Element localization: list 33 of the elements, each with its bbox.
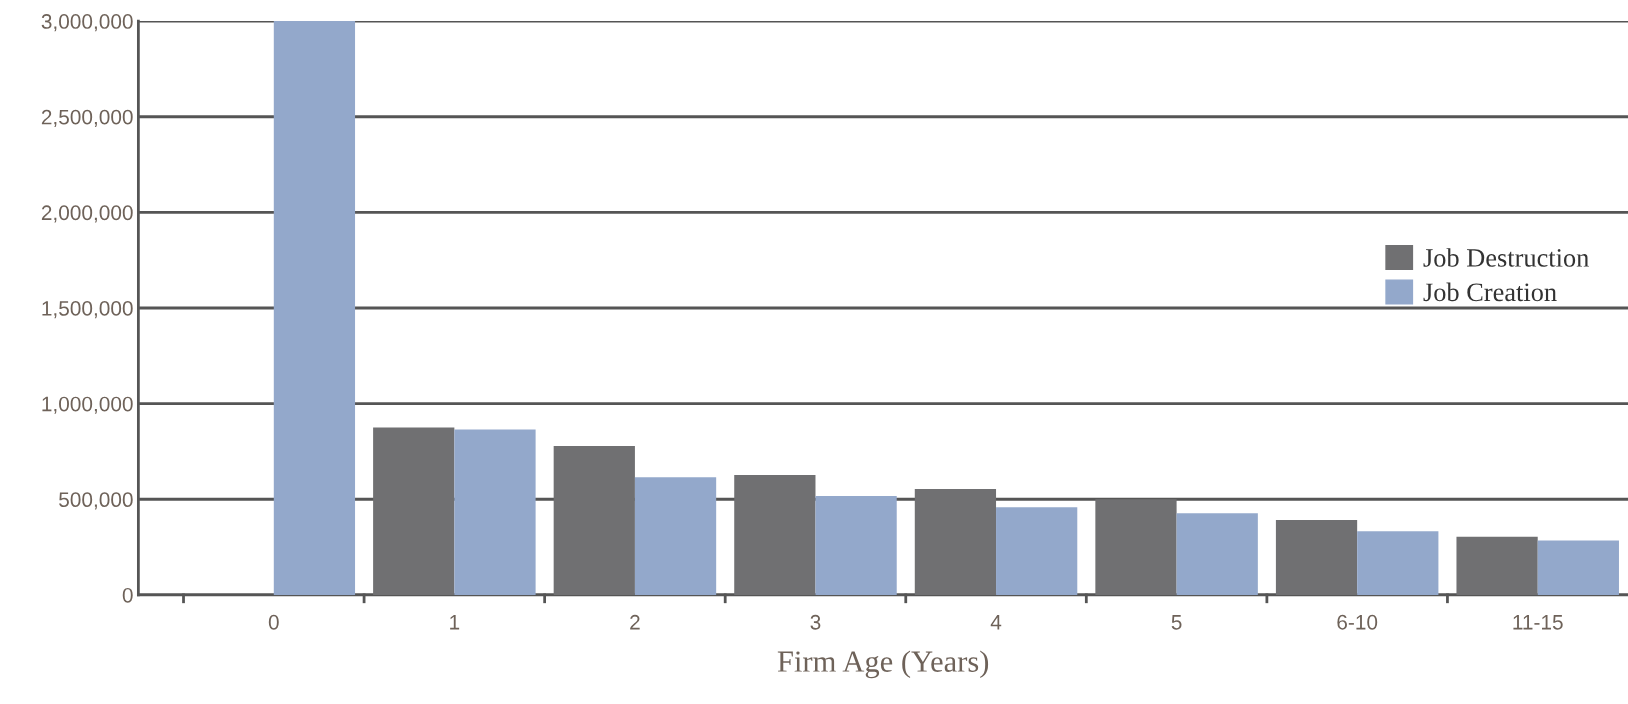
bar: [634, 477, 717, 595]
bar: [734, 474, 816, 595]
bar: [1456, 536, 1538, 595]
x-tick-label: 6-10: [1337, 614, 1378, 630]
x-axis-title: Firm Age (Years): [777, 650, 989, 679]
x-tick-label: 0: [268, 614, 279, 630]
bar: [273, 21, 356, 595]
bar: [373, 427, 455, 595]
y-tick-label: 1,000,000: [42, 396, 133, 414]
x-tick-label: 3: [810, 614, 821, 630]
y-tick-label: 2,000,000: [41, 205, 133, 223]
bar: [1275, 520, 1358, 595]
bar: [996, 507, 1078, 595]
y-tick-label: 0: [122, 587, 133, 603]
x-tick-label: 1: [450, 615, 460, 630]
x-tick-label: 2: [630, 614, 640, 630]
bar: [1176, 513, 1258, 595]
x-tick-label: 4: [990, 615, 1002, 630]
x-tick-label: 11-15: [1513, 615, 1563, 630]
bar: [815, 496, 897, 595]
legend-label: Job Creation: [1423, 282, 1557, 302]
bar: [1095, 499, 1177, 595]
y-tick-label: 2,500,000: [41, 109, 133, 127]
x-tick-label: 5: [1171, 615, 1182, 630]
y-tick-label: 3,000,000: [41, 14, 133, 32]
bar: [553, 446, 635, 595]
y-tick-label: 500,000: [59, 492, 133, 510]
bar: [914, 489, 997, 595]
bar: [1357, 531, 1439, 595]
bar: [1537, 540, 1619, 595]
y-tick-label: 1,500,000: [42, 301, 133, 319]
bar: [454, 429, 536, 595]
legend-label: Job Destruction: [1423, 248, 1589, 267]
